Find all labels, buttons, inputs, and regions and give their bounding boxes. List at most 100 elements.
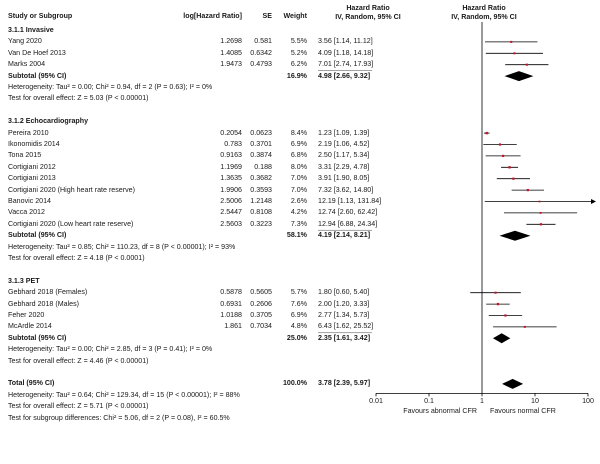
study-name: Cortigiani 2012 bbox=[8, 162, 56, 171]
study-se: 0.3705 bbox=[250, 311, 272, 319]
study-se: 1.2148 bbox=[250, 197, 272, 205]
study-weight: 6.9% bbox=[290, 140, 307, 148]
study-name: Van De Hoef 2013 bbox=[8, 48, 66, 57]
subtotal-label: Subtotal (95% CI) bbox=[8, 231, 67, 240]
x-tick-label: 0.1 bbox=[424, 397, 434, 406]
study-weight: 8.4% bbox=[290, 128, 307, 137]
pooled-diamond bbox=[499, 230, 531, 241]
study-weight: 7.3% bbox=[290, 219, 307, 228]
study-name: Feher 2020 bbox=[8, 311, 45, 319]
study-loghr: 0.5878 bbox=[220, 288, 242, 297]
study-name: Tona 2015 bbox=[8, 151, 42, 160]
effect-point bbox=[504, 314, 507, 317]
study-loghr: 1.0188 bbox=[220, 311, 242, 319]
study-se: 0.3682 bbox=[250, 174, 272, 183]
study-name: Vacca 2012 bbox=[8, 208, 45, 217]
plot-column-header-title: Hazard Ratio bbox=[462, 4, 506, 12]
study-loghr: 0.783 bbox=[224, 140, 242, 148]
weight-column-header: Weight bbox=[283, 12, 307, 20]
study-se: 0.581 bbox=[254, 37, 272, 46]
study-weight: 6.9% bbox=[290, 311, 307, 319]
study-loghr: 0.6931 bbox=[220, 299, 242, 308]
study-hr-ci: 12.19 [1.13, 131.84] bbox=[318, 197, 382, 205]
study-weight: 7.6% bbox=[290, 299, 307, 308]
study-weight: 5.5% bbox=[290, 37, 307, 46]
study-hr-ci: 3.56 [1.14, 11.12] bbox=[318, 37, 373, 46]
total-overall-effect: Test for overall effect: Z = 5.71 (P < 0… bbox=[8, 402, 149, 411]
study-name: Marks 2004 bbox=[8, 60, 46, 69]
subtotal-weight: 16.9% bbox=[286, 71, 307, 80]
study-loghr: 1.1969 bbox=[220, 162, 242, 171]
study-hr-ci: 3.31 [2.29, 4.78] bbox=[318, 162, 370, 171]
effect-point bbox=[513, 52, 516, 55]
study-hr-ci: 12.94 [6.88, 24.34] bbox=[318, 219, 378, 228]
hr-column-header-title: Hazard Ratio bbox=[346, 4, 390, 12]
heterogeneity-stat: Heterogeneity: Tau² = 0.85; Chi² = 110.2… bbox=[8, 242, 236, 251]
study-name: Ikonomidis 2014 bbox=[8, 140, 60, 148]
study-name: Pereira 2010 bbox=[8, 128, 49, 137]
study-se: 0.188 bbox=[254, 162, 272, 171]
study-name: Yang 2020 bbox=[8, 37, 42, 46]
effect-point bbox=[539, 211, 542, 214]
subgroup-heading: 3.1.3 PET bbox=[8, 276, 40, 285]
effect-point bbox=[526, 188, 529, 192]
x-tick-label: 0.01 bbox=[369, 397, 383, 406]
effect-point bbox=[510, 40, 513, 43]
effect-point bbox=[485, 131, 488, 135]
subgroup-heading: 3.1.2 Echocardiography bbox=[8, 117, 89, 126]
subtotal-weight: 25.0% bbox=[286, 333, 307, 342]
subtotal-hr-ci: 4.98 [2.66, 9.32] bbox=[318, 71, 371, 80]
overall-effect-test: Test for overall effect: Z = 5.03 (P < 0… bbox=[8, 94, 149, 103]
study-se: 0.3874 bbox=[250, 151, 272, 160]
heterogeneity-stat: Heterogeneity: Tau² = 0.00; Chi² = 2.85,… bbox=[8, 345, 213, 354]
overall-effect-test: Test for overall effect: Z = 4.46 (P < 0… bbox=[8, 356, 149, 365]
study-loghr: 1.9473 bbox=[220, 60, 242, 69]
study-hr-ci: 4.09 [1.18, 14.18] bbox=[318, 48, 374, 57]
study-loghr: 1.9906 bbox=[220, 185, 242, 194]
subtotal-hr-ci: 4.19 [2.14, 8.21] bbox=[318, 231, 371, 240]
effect-point bbox=[512, 177, 515, 180]
study-weight: 7.0% bbox=[290, 185, 307, 194]
favours-left-label: Favours abnormal CFR bbox=[403, 407, 477, 416]
study-se: 0.7034 bbox=[250, 322, 272, 331]
pooled-diamond bbox=[504, 71, 534, 82]
study-hr-ci: 2.19 [1.06, 4.52] bbox=[318, 140, 370, 148]
effect-point bbox=[496, 302, 500, 306]
x-tick-label: 10 bbox=[531, 397, 539, 406]
study-weight: 4.8% bbox=[290, 322, 307, 331]
study-name: Gebhard 2018 (Males) bbox=[8, 299, 79, 308]
study-weight: 2.6% bbox=[290, 197, 307, 205]
study-name: Banovic 2014 bbox=[8, 197, 51, 205]
study-weight: 4.2% bbox=[290, 208, 307, 217]
effect-point bbox=[538, 200, 541, 203]
study-hr-ci: 1.80 [0.60, 5.40] bbox=[318, 288, 370, 297]
study-weight: 6.2% bbox=[290, 60, 307, 69]
study-hr-ci: 2.00 [1.20, 3.33] bbox=[318, 299, 370, 308]
study-se: 0.4793 bbox=[250, 60, 272, 69]
subtotal-label: Subtotal (95% CI) bbox=[8, 71, 67, 80]
study-name: Cortigiani 2013 bbox=[8, 174, 56, 183]
study-se: 0.3223 bbox=[250, 219, 272, 228]
study-se: 0.3593 bbox=[250, 185, 272, 194]
effect-point bbox=[523, 325, 526, 328]
study-hr-ci: 2.77 [1.34, 5.73] bbox=[318, 311, 370, 319]
study-se: 0.8108 bbox=[250, 208, 272, 217]
study-se: 0.0623 bbox=[250, 128, 272, 137]
study-name: Cortigiani 2020 (High heart rate reserve… bbox=[8, 185, 135, 194]
heterogeneity-stat: Heterogeneity: Tau² = 0.00; Chi² = 0.94,… bbox=[8, 83, 213, 91]
pooled-diamond bbox=[502, 378, 524, 389]
study-hr-ci: 3.91 [1.90, 8.05] bbox=[318, 174, 370, 183]
study-hr-ci: 12.74 [2.60, 62.42] bbox=[318, 208, 378, 217]
subtotal-label: Subtotal (95% CI) bbox=[8, 333, 67, 342]
total-hr-ci: 3.78 [2.39, 5.97] bbox=[318, 379, 371, 388]
subgroup-heading: 3.1.1 Invasive bbox=[8, 26, 54, 34]
study-hr-ci: 6.43 [1.62, 25.52] bbox=[318, 322, 374, 331]
study-se: 0.3701 bbox=[250, 140, 272, 148]
total-heterogeneity: Heterogeneity: Tau² = 0.64; Chi² = 129.3… bbox=[8, 390, 240, 399]
study-loghr: 1.861 bbox=[224, 322, 242, 331]
study-se: 0.6342 bbox=[250, 48, 272, 57]
study-loghr: 1.3635 bbox=[220, 174, 242, 183]
se-column-header: SE bbox=[262, 12, 272, 20]
effect-point bbox=[498, 143, 502, 146]
